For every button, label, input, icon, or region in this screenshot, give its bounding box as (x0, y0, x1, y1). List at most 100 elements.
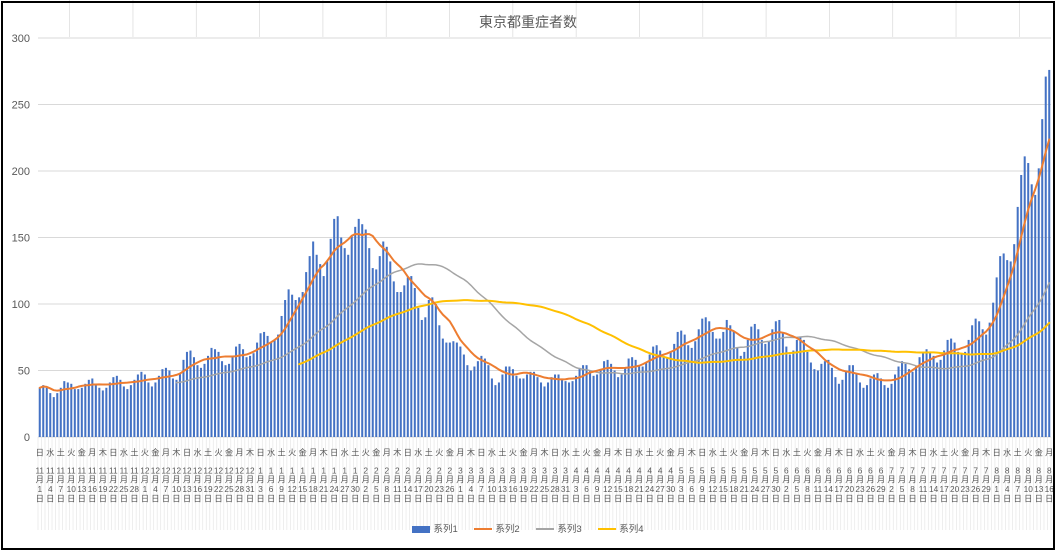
svg-text:月: 月 (456, 475, 464, 485)
svg-text:日: 日 (246, 493, 254, 503)
svg-text:金: 金 (740, 447, 749, 457)
svg-text:火: 火 (362, 447, 370, 457)
svg-text:月: 月 (372, 475, 380, 485)
svg-text:月: 月 (435, 475, 443, 485)
svg-text:日: 日 (551, 447, 559, 457)
svg-text:日: 日 (782, 493, 790, 503)
svg-text:月: 月 (341, 475, 349, 485)
svg-text:月: 月 (446, 475, 454, 485)
svg-text:日: 日 (971, 493, 979, 503)
svg-text:日: 日 (772, 493, 780, 503)
svg-text:火: 火 (509, 447, 517, 457)
svg-text:月: 月 (572, 475, 580, 485)
svg-text:日: 日 (256, 493, 264, 503)
svg-text:月: 月 (835, 475, 843, 485)
svg-text:日: 日 (919, 493, 927, 503)
svg-text:火: 火 (582, 447, 590, 457)
svg-text:日: 日 (593, 493, 601, 503)
svg-text:日: 日 (814, 493, 822, 503)
svg-text:月: 月 (540, 475, 548, 485)
svg-text:月: 月 (814, 475, 822, 485)
svg-text:日: 日 (719, 493, 727, 503)
svg-text:月: 月 (929, 475, 937, 485)
svg-text:月: 月 (1045, 447, 1053, 457)
svg-text:日: 日 (162, 493, 170, 503)
svg-text:日: 日 (477, 493, 485, 503)
svg-text:日: 日 (267, 493, 275, 503)
svg-text:月: 月 (950, 475, 958, 485)
svg-text:月: 月 (772, 475, 780, 485)
svg-text:木: 木 (246, 447, 255, 457)
svg-text:日: 日 (46, 493, 54, 503)
svg-text:土: 土 (351, 447, 359, 457)
svg-text:月: 月 (551, 475, 559, 485)
svg-text:月: 月 (1014, 475, 1022, 485)
svg-text:月: 月 (635, 475, 643, 485)
svg-text:日: 日 (940, 493, 948, 503)
svg-text:月: 月 (414, 475, 422, 485)
svg-text:日: 日 (730, 493, 738, 503)
svg-text:日: 日 (277, 493, 285, 503)
svg-text:金: 金 (225, 447, 234, 457)
svg-text:水: 水 (856, 447, 865, 457)
svg-text:日: 日 (99, 493, 107, 503)
svg-text:日: 日 (677, 493, 685, 503)
svg-text:水: 水 (193, 447, 202, 457)
svg-text:日: 日 (341, 493, 349, 503)
svg-text:日: 日 (393, 493, 401, 503)
svg-text:土: 土 (425, 447, 433, 457)
svg-text:月: 月 (351, 475, 359, 485)
svg-text:日: 日 (78, 493, 86, 503)
svg-text:日: 日 (582, 493, 590, 503)
svg-text:日: 日 (1024, 493, 1032, 503)
svg-text:水: 水 (635, 447, 644, 457)
svg-text:月: 月 (982, 475, 990, 485)
svg-text:月: 月 (88, 475, 96, 485)
svg-text:月: 月 (782, 475, 790, 485)
svg-text:月: 月 (467, 475, 475, 485)
svg-text:日: 日 (67, 493, 75, 503)
svg-text:日: 日 (425, 493, 433, 503)
svg-text:日: 日 (383, 493, 391, 503)
svg-text:日: 日 (446, 493, 454, 503)
svg-text:土: 土 (719, 447, 727, 457)
svg-text:日: 日 (204, 493, 212, 503)
svg-text:月: 月 (993, 475, 1001, 485)
svg-text:0: 0 (24, 432, 30, 444)
svg-text:日: 日 (908, 493, 916, 503)
svg-text:月: 月 (425, 475, 433, 485)
svg-text:月: 月 (120, 475, 128, 485)
svg-text:月: 月 (667, 475, 675, 485)
svg-text:月: 月 (751, 475, 759, 485)
svg-text:日: 日 (540, 493, 548, 503)
svg-text:日: 日 (330, 493, 338, 503)
svg-text:土: 土 (277, 447, 285, 457)
svg-text:月: 月 (593, 475, 601, 485)
svg-text:日: 日 (856, 493, 864, 503)
svg-text:火: 火 (288, 447, 296, 457)
svg-text:月: 月 (887, 475, 895, 485)
svg-text:月: 月 (320, 475, 328, 485)
svg-text:月: 月 (256, 475, 264, 485)
svg-text:木: 木 (982, 447, 991, 457)
svg-text:月: 月 (130, 475, 138, 485)
svg-text:日: 日 (404, 447, 412, 457)
svg-text:木: 木 (172, 447, 181, 457)
svg-text:月: 月 (761, 475, 769, 485)
svg-text:火: 火 (1024, 447, 1032, 457)
svg-text:金: 金 (78, 447, 87, 457)
svg-text:金: 金 (151, 447, 160, 457)
svg-text:金: 金 (298, 447, 307, 457)
svg-text:日: 日 (803, 493, 811, 503)
svg-text:火: 火 (730, 447, 738, 457)
svg-text:月: 月 (383, 447, 391, 457)
svg-text:月: 月 (109, 475, 117, 485)
svg-text:金: 金 (961, 447, 970, 457)
svg-text:日: 日 (130, 493, 138, 503)
svg-text:日: 日 (509, 493, 517, 503)
svg-text:月: 月 (309, 447, 317, 457)
svg-text:日: 日 (993, 447, 1001, 457)
svg-text:月: 月 (162, 447, 170, 457)
svg-text:水: 水 (488, 447, 497, 457)
svg-text:土: 土 (204, 447, 212, 457)
